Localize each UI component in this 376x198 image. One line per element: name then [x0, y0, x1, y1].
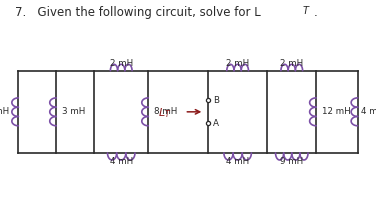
Text: 8 mH: 8 mH — [154, 107, 177, 116]
Text: 9 mH: 9 mH — [280, 157, 303, 166]
Text: 2 mH: 2 mH — [226, 59, 249, 68]
Text: 2 mH: 2 mH — [280, 59, 303, 68]
Text: 4 mH: 4 mH — [361, 107, 376, 116]
Text: 7.   Given the following circuit, solve for L: 7. Given the following circuit, solve fo… — [15, 6, 261, 19]
Text: A: A — [213, 119, 219, 128]
Text: T: T — [303, 6, 309, 16]
Text: 12 mH: 12 mH — [321, 107, 350, 116]
Text: $L_T$: $L_T$ — [158, 106, 171, 120]
Text: 3 mH: 3 mH — [62, 107, 85, 116]
Text: .: . — [314, 6, 318, 19]
Text: B: B — [213, 96, 219, 105]
Text: 4 mH: 4 mH — [109, 157, 133, 166]
Text: 6 mH: 6 mH — [0, 107, 9, 116]
Text: 2 mH: 2 mH — [109, 59, 133, 68]
Text: 4 mH: 4 mH — [226, 157, 249, 166]
